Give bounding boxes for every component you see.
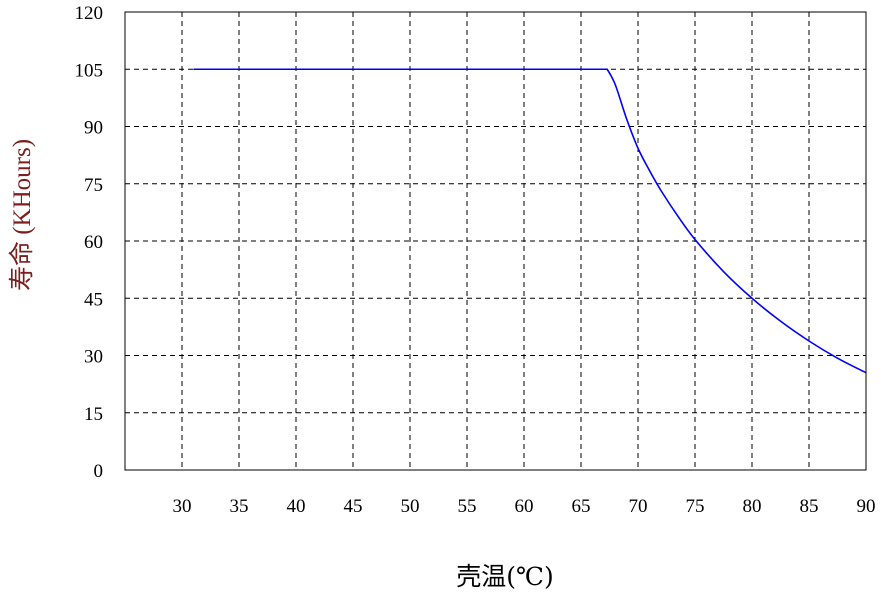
x-tick-label: 80 xyxy=(743,496,762,517)
y-tick-label: 0 xyxy=(94,461,104,482)
x-tick-label: 45 xyxy=(344,496,363,517)
y-tick-label: 30 xyxy=(84,347,103,368)
x-tick-label: 40 xyxy=(287,496,306,517)
x-tick-label: 90 xyxy=(857,496,876,517)
y-tick-label: 90 xyxy=(84,118,103,139)
y-tick-label: 15 xyxy=(84,404,103,425)
plot-frame xyxy=(124,11,867,471)
x-tick-label: 65 xyxy=(572,496,591,517)
x-tick-label: 35 xyxy=(230,496,249,517)
x-tick-label: 30 xyxy=(173,496,192,517)
x-tick-labels: 30 35 40 45 50 55 60 65 70 75 80 85 90 xyxy=(173,496,876,517)
y-tick-label: 120 xyxy=(75,3,104,24)
x-tick-label: 55 xyxy=(458,496,477,517)
y-tick-label: 60 xyxy=(84,232,103,253)
y-tick-labels: 0 15 30 45 60 75 90 105 120 xyxy=(75,3,104,482)
x-tick-label: 75 xyxy=(686,496,705,517)
x-tick-label: 70 xyxy=(629,496,648,517)
x-tick-label: 85 xyxy=(800,496,819,517)
y-tick-label: 75 xyxy=(84,175,103,196)
x-axis-label: 壳温(℃) xyxy=(456,562,553,591)
series-layer xyxy=(193,68,867,374)
x-tick-label: 60 xyxy=(515,496,534,517)
y-tick-label: 105 xyxy=(75,60,104,81)
y-tick-label: 45 xyxy=(84,289,103,310)
grid xyxy=(125,12,866,470)
life-curve xyxy=(193,68,867,374)
y-axis-label: 寿命 (KHours) xyxy=(8,139,36,291)
x-tick-label: 50 xyxy=(401,496,420,517)
